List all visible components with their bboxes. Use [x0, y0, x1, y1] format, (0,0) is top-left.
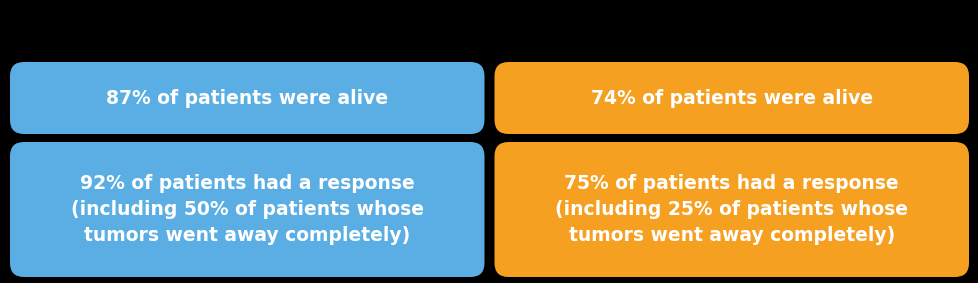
FancyBboxPatch shape [494, 62, 968, 134]
FancyBboxPatch shape [10, 142, 484, 277]
Text: 74% of patients were alive: 74% of patients were alive [590, 89, 872, 108]
FancyBboxPatch shape [494, 142, 968, 277]
Text: 87% of patients were alive: 87% of patients were alive [106, 89, 388, 108]
FancyBboxPatch shape [10, 62, 484, 134]
Text: 92% of patients had a response
(including 50% of patients whose
tumors went away: 92% of patients had a response (includin… [70, 174, 423, 245]
Text: 75% of patients had a response
(including 25% of patients whose
tumors went away: 75% of patients had a response (includin… [555, 174, 908, 245]
